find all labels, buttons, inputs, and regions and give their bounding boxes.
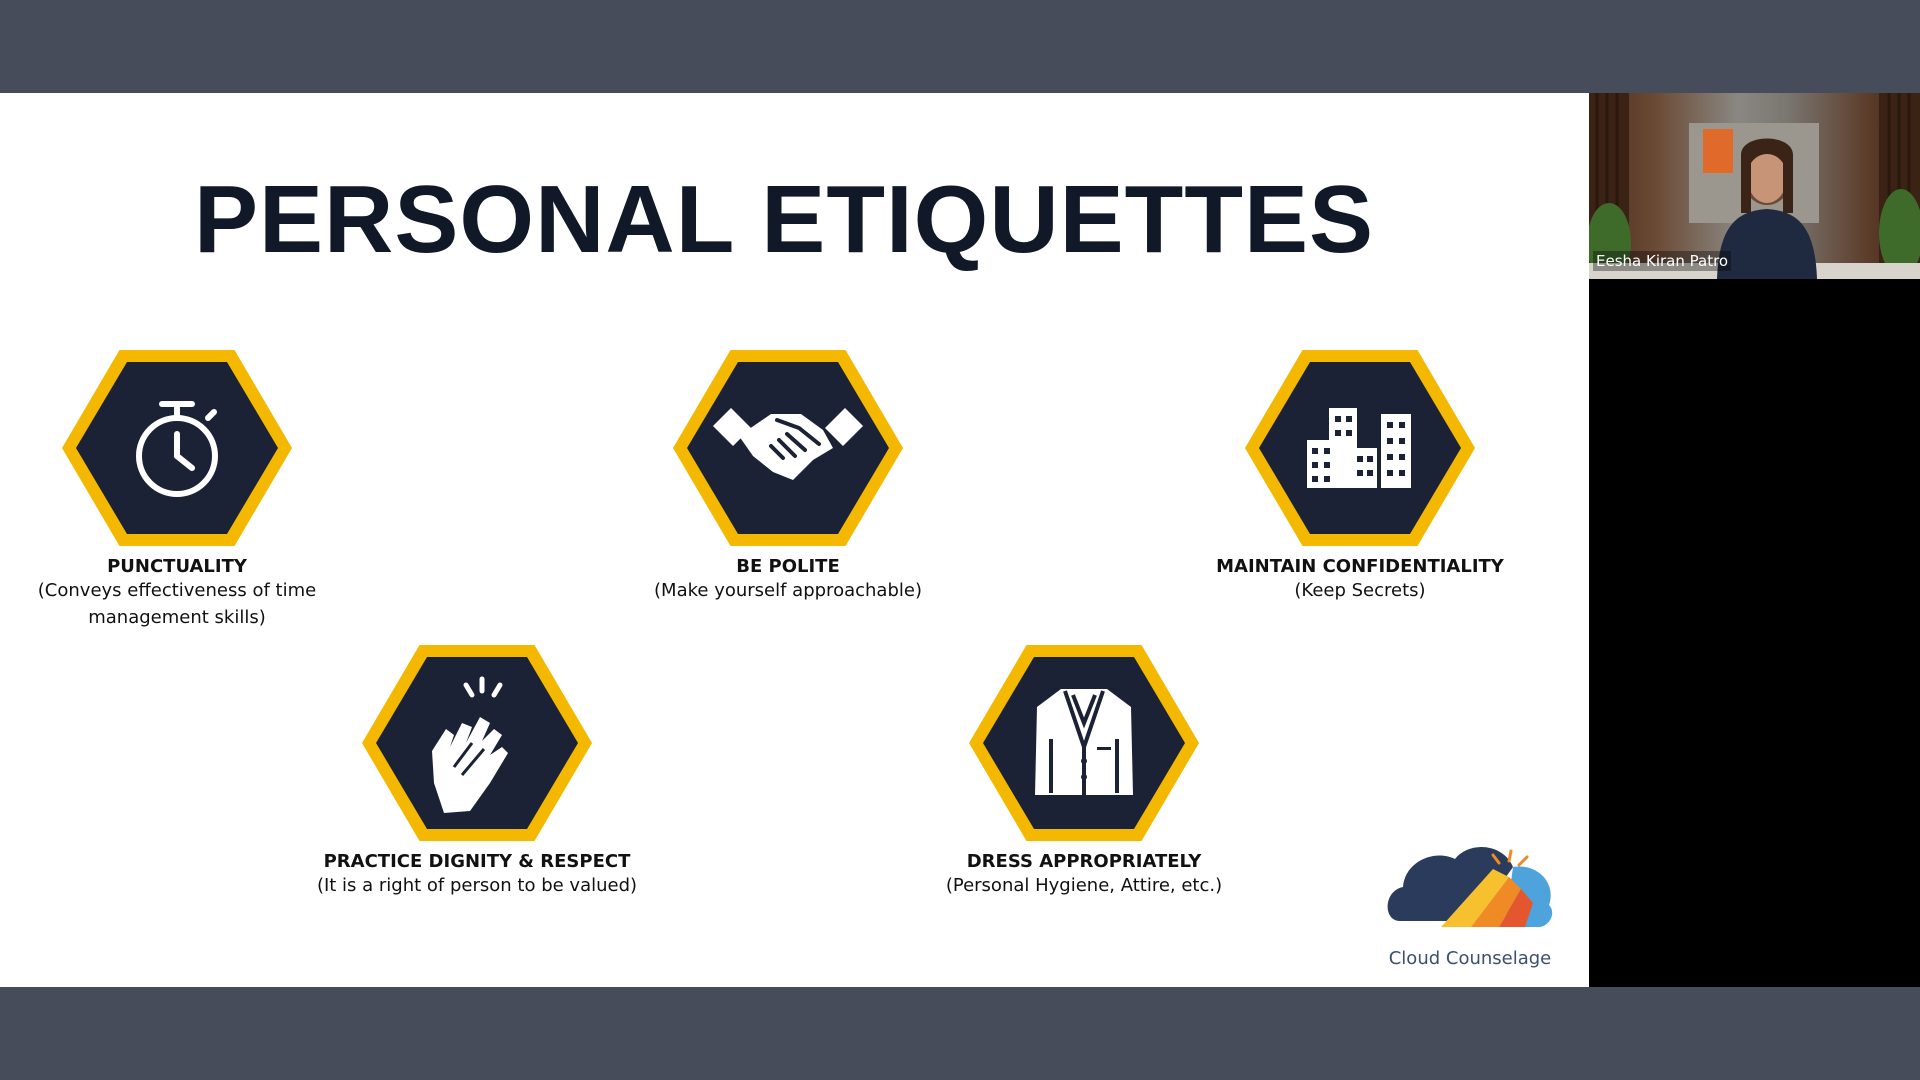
buildings-icon (1245, 350, 1475, 546)
item-desc-line: (Conveys effectiveness of time (37, 580, 317, 601)
item-title: PUNCTUALITY (107, 556, 247, 577)
participant-video-icon (1589, 93, 1920, 279)
etiquette-item-dress: DRESS APPROPRIATELY (Personal Hygiene, A… (904, 643, 1264, 899)
item-desc-line: management skills) (88, 607, 266, 628)
item-desc-line: (Personal Hygiene, Attire, etc.) (945, 875, 1223, 896)
item-desc-line: (Make yourself approachable) (654, 580, 922, 601)
top-bar (0, 0, 1920, 93)
stopwatch-icon (62, 350, 292, 546)
item-desc-line: (It is a right of person to be valued) (316, 875, 638, 896)
item-title: DRESS APPROPRIATELY (966, 851, 1202, 872)
etiquette-item-dignity-respect: PRACTICE DIGNITY & RESPECT (It is a righ… (297, 643, 657, 899)
participant-video-tile[interactable]: Eesha Kiran Patro (1589, 93, 1920, 279)
participants-panel: Eesha Kiran Patro (1589, 93, 1920, 987)
clapping-hands-icon (362, 645, 592, 841)
bottom-bar (0, 987, 1920, 1080)
handshake-icon (673, 350, 903, 546)
logo-text: Cloud Counselage (1388, 948, 1552, 969)
participant-name: Eesha Kiran Patro (1593, 251, 1732, 271)
slide-title: PERSONAL ETIQUETTES (193, 166, 1375, 273)
etiquette-item-confidentiality: MAINTAIN CONFIDENTIALITY (Keep Secrets) (1180, 348, 1540, 604)
blazer-icon (969, 645, 1199, 841)
etiquette-item-punctuality: PUNCTUALITY (Conveys effectiveness of ti… (0, 348, 357, 631)
item-title: PRACTICE DIGNITY & RESPECT (323, 851, 631, 872)
item-title: MAINTAIN CONFIDENTIALITY (1216, 556, 1504, 577)
cloud-counselage-logo: Cloud Counselage (1380, 833, 1560, 969)
item-desc-line: (Keep Secrets) (1294, 580, 1426, 601)
cloud-logo-icon (1387, 847, 1553, 928)
presentation-slide: PERSONAL ETIQUETTES PUNCTUALITY (Conveys… (0, 93, 1589, 987)
etiquette-item-be-polite: BE POLITE (Make yourself approachable) (608, 348, 968, 604)
item-title: BE POLITE (736, 556, 840, 577)
